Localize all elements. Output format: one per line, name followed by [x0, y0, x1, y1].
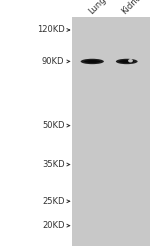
Ellipse shape	[119, 60, 134, 63]
Ellipse shape	[116, 59, 138, 64]
Ellipse shape	[128, 59, 133, 62]
Bar	[72, 17, 150, 246]
Ellipse shape	[84, 60, 100, 63]
Text: 50KD: 50KD	[42, 121, 64, 130]
Text: 20KD: 20KD	[42, 221, 64, 230]
Text: 90KD: 90KD	[42, 57, 64, 66]
Text: 25KD: 25KD	[42, 197, 64, 206]
Text: Kidney: Kidney	[120, 0, 146, 16]
Text: Lung: Lung	[87, 0, 108, 16]
Text: 120KD: 120KD	[37, 26, 64, 34]
Ellipse shape	[81, 59, 104, 64]
Text: 35KD: 35KD	[42, 160, 64, 169]
